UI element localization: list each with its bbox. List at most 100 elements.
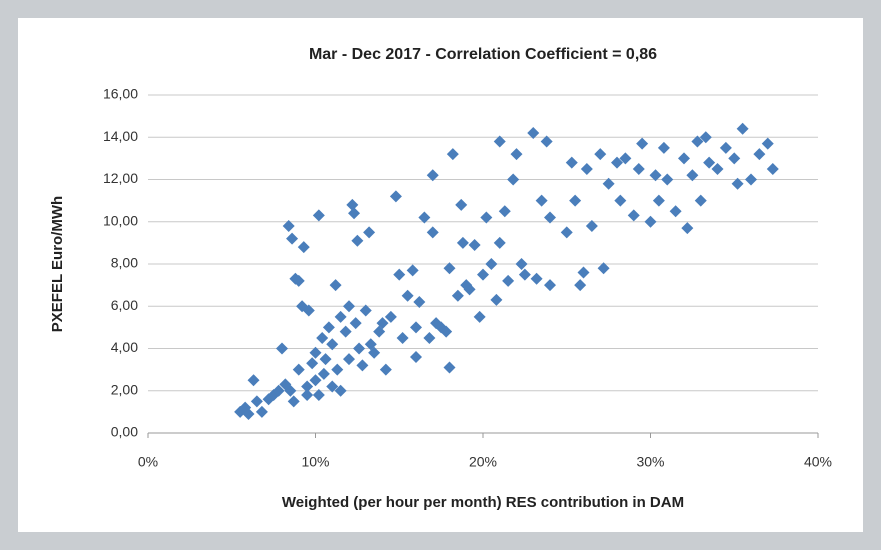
point xyxy=(530,272,543,285)
point xyxy=(426,226,439,239)
point xyxy=(312,388,325,401)
point xyxy=(686,169,699,182)
point xyxy=(463,283,476,296)
point xyxy=(490,293,503,306)
point xyxy=(456,236,469,249)
point xyxy=(329,279,342,292)
point xyxy=(363,226,376,239)
point xyxy=(410,350,422,363)
point xyxy=(527,127,540,140)
chart-background xyxy=(18,18,863,532)
point xyxy=(349,317,362,330)
point xyxy=(694,194,707,207)
point xyxy=(569,194,582,207)
x-tick-label: 10% xyxy=(301,454,329,470)
point xyxy=(440,325,453,338)
x-axis-title: Weighted (per hour per month) RES contri… xyxy=(282,494,684,511)
point xyxy=(343,353,355,366)
point xyxy=(691,135,704,148)
point xyxy=(334,310,347,323)
point xyxy=(731,177,744,190)
point xyxy=(423,331,436,344)
point xyxy=(766,162,779,175)
point xyxy=(272,384,285,397)
point xyxy=(351,234,364,247)
y-tick-label: 16,00 xyxy=(103,86,138,102)
point xyxy=(681,222,694,235)
point xyxy=(247,374,260,387)
point xyxy=(585,219,598,232)
point xyxy=(334,384,347,397)
point xyxy=(602,177,615,190)
point xyxy=(745,173,757,186)
point xyxy=(242,407,255,420)
x-tick-label: 20% xyxy=(469,454,497,470)
point xyxy=(703,156,716,169)
point xyxy=(284,384,297,397)
point xyxy=(322,321,335,334)
y-tick-label: 6,00 xyxy=(111,297,138,313)
point xyxy=(326,380,339,393)
point xyxy=(652,194,665,207)
point xyxy=(443,361,456,374)
point xyxy=(302,304,315,317)
point xyxy=(753,148,766,161)
point xyxy=(319,353,332,366)
point xyxy=(401,289,414,302)
point xyxy=(379,363,392,376)
point xyxy=(632,162,645,175)
point xyxy=(287,395,300,408)
point xyxy=(250,395,263,408)
point xyxy=(276,342,288,355)
point xyxy=(535,194,548,207)
point xyxy=(331,363,344,376)
point xyxy=(565,156,578,169)
point xyxy=(376,317,389,330)
point xyxy=(649,169,662,182)
point xyxy=(544,211,556,224)
y-tick-label: 0,00 xyxy=(111,424,138,440)
chart-title: Mar - Dec 2017 - Correlation Coefficient… xyxy=(309,46,657,63)
x-tick-label: 40% xyxy=(804,454,832,470)
point xyxy=(560,226,573,239)
point xyxy=(580,162,593,175)
point xyxy=(396,331,409,344)
point xyxy=(627,209,640,222)
point xyxy=(544,279,556,292)
point xyxy=(384,310,397,323)
point xyxy=(597,262,610,275)
y-tick-label: 10,00 xyxy=(103,212,138,228)
point xyxy=(413,296,426,309)
point xyxy=(468,238,481,251)
point xyxy=(728,152,741,165)
point xyxy=(498,205,511,218)
point xyxy=(309,346,322,359)
point xyxy=(443,262,456,275)
point xyxy=(339,325,352,338)
point xyxy=(255,405,268,418)
point xyxy=(477,268,489,281)
point xyxy=(619,152,632,165)
point xyxy=(510,148,523,161)
point xyxy=(301,388,314,401)
point xyxy=(306,357,319,370)
point xyxy=(317,367,330,380)
point xyxy=(473,310,486,323)
point xyxy=(594,148,607,161)
point xyxy=(297,241,310,254)
point xyxy=(480,211,493,224)
point xyxy=(368,346,381,359)
point xyxy=(286,232,299,245)
point xyxy=(353,342,366,355)
y-tick-label: 12,00 xyxy=(103,170,138,186)
point xyxy=(577,266,590,279)
point xyxy=(485,258,498,270)
y-tick-label: 8,00 xyxy=(111,255,138,271)
point xyxy=(346,198,359,211)
point xyxy=(410,321,422,334)
point xyxy=(699,131,712,144)
point xyxy=(493,236,506,249)
y-tick-label: 4,00 xyxy=(111,339,138,355)
